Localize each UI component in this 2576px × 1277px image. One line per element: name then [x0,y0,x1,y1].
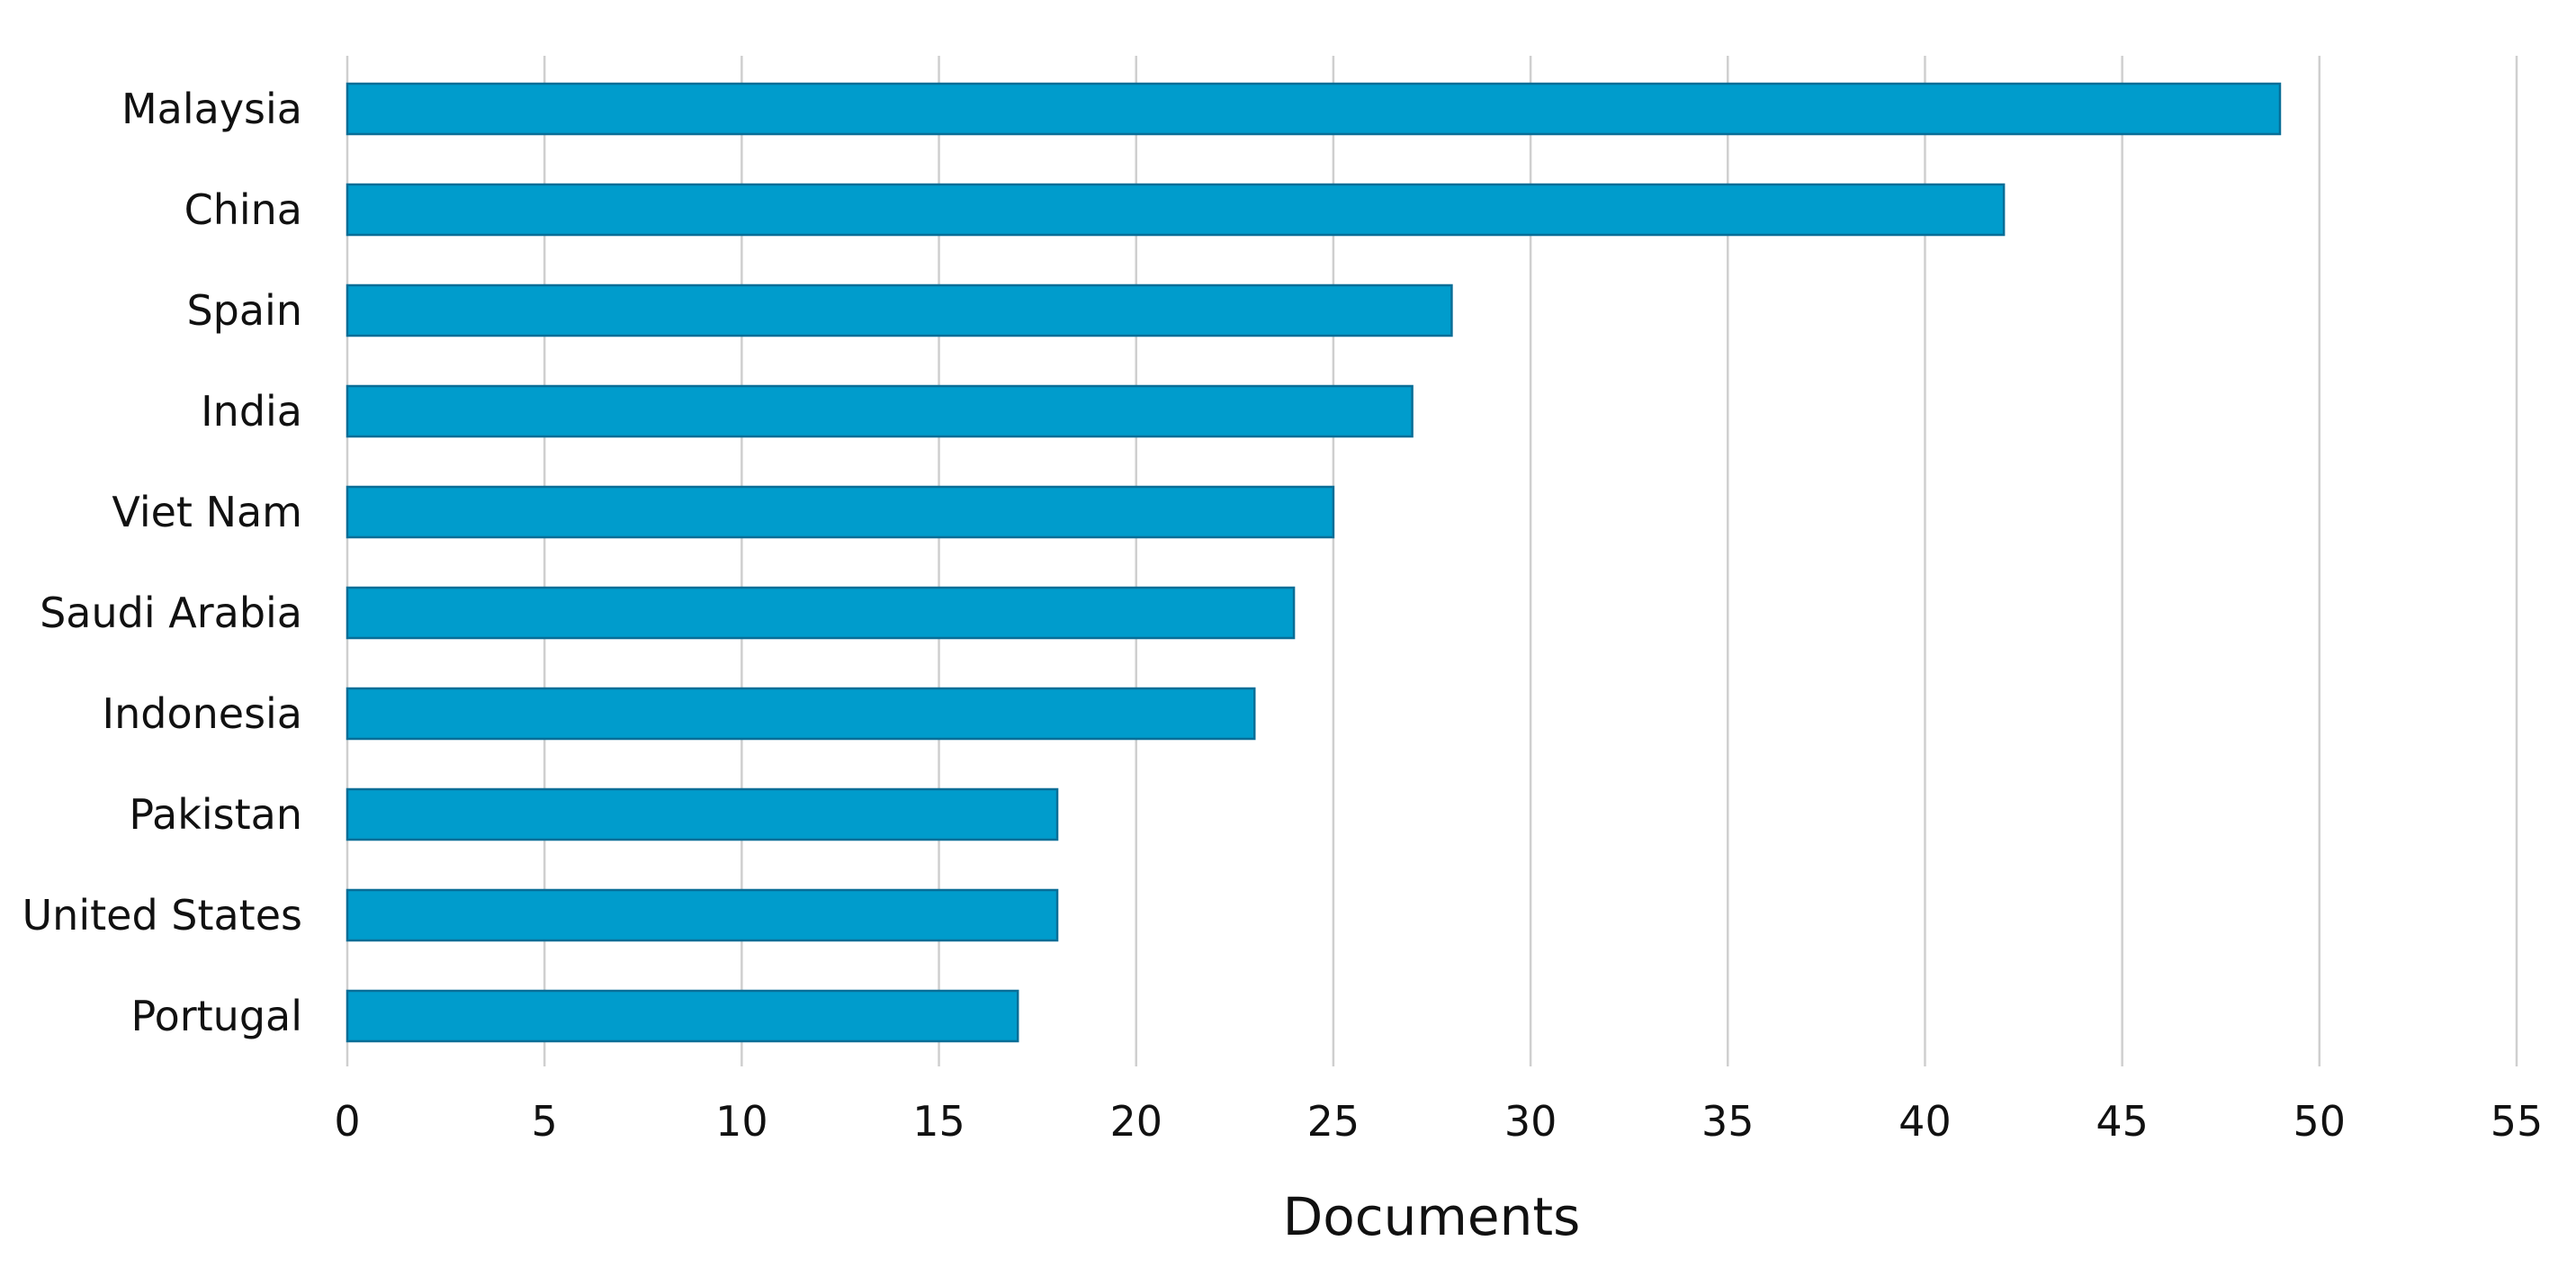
bar-spain [346,283,1453,337]
x-tick-label: 5 [532,1097,558,1146]
bar-india [346,384,1414,438]
x-tick-label: 20 [1109,1097,1162,1146]
x-tick-label: 50 [2293,1097,2347,1146]
bar-pakistan [346,787,1059,841]
category-label: Saudi Arabia [40,589,302,637]
category-label: United States [22,891,303,940]
x-tick-label: 15 [912,1097,965,1146]
bar-china [346,183,2006,237]
category-label: Indonesia [103,689,302,738]
category-label: India [201,387,302,436]
bar-portugal [346,989,1019,1043]
bar-saudi-arabia [346,586,1296,640]
x-tick-label: 35 [1701,1097,1755,1146]
x-axis-title: Documents [1283,1186,1581,1247]
bar-malaysia [346,82,2282,136]
bar-viet-nam [346,485,1335,539]
x-tick-label: 25 [1307,1097,1360,1146]
x-tick-labels: 0 5 10 15 20 25 30 35 40 45 50 55 [334,1097,2543,1146]
x-tick-label: 0 [334,1097,360,1146]
category-labels: Malaysia China Spain India Viet Nam Saudi Ara… [22,85,303,1040]
x-tick-label: 10 [715,1097,768,1146]
category-label: Pakistan [129,790,302,839]
x-tick-label: 40 [1898,1097,1952,1146]
category-label: Viet Nam [112,488,302,536]
category-label: Spain [186,286,302,335]
category-label: China [184,185,302,234]
x-tick-label: 55 [2491,1097,2544,1146]
bars [346,82,2282,1043]
x-tick-label: 45 [2096,1097,2149,1146]
x-tick-label: 30 [1504,1097,1557,1146]
category-label: Malaysia [121,85,302,133]
bar-united-states [346,888,1059,942]
category-label: Portugal [130,992,302,1040]
bar-indonesia [346,687,1256,741]
